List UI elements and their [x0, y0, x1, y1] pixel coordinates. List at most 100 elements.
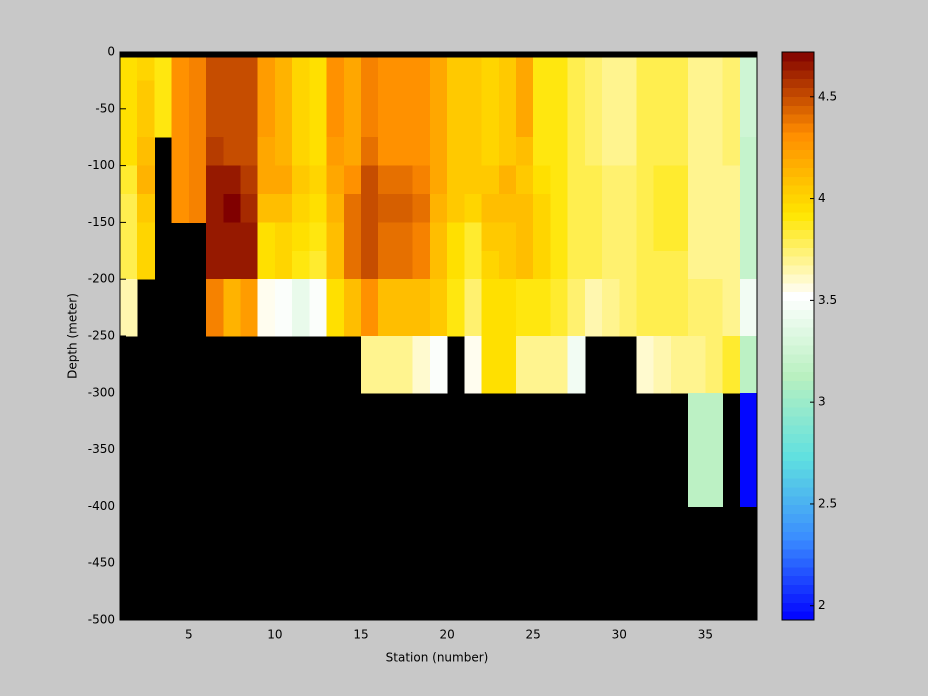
heatmap-cell	[412, 57, 431, 81]
heatmap-cell	[498, 80, 517, 110]
heatmap-cell	[481, 336, 500, 394]
heatmap-cell	[171, 108, 190, 138]
x-tick-label: 5	[185, 628, 193, 642]
heatmap-cell	[567, 222, 586, 252]
heatmap-cell	[739, 279, 758, 337]
colorbar-swatch	[782, 398, 814, 408]
heatmap-cell	[292, 250, 310, 280]
heatmap-cell	[498, 222, 517, 252]
heatmap-cell	[120, 57, 138, 81]
heatmap-cell	[602, 250, 620, 280]
heatmap-cell	[206, 80, 224, 110]
heatmap-cell	[429, 336, 448, 394]
heatmap-cell	[705, 392, 724, 507]
heatmap-cell	[326, 108, 345, 138]
colorbar-swatch	[782, 566, 814, 577]
heatmap-cell	[343, 279, 362, 337]
colorbar-swatch	[782, 220, 814, 230]
colorbar-swatch	[782, 300, 814, 310]
colorbar-swatch	[782, 353, 814, 364]
colorbar-swatch	[782, 123, 814, 133]
heatmap-cell	[550, 279, 569, 337]
colorbar-swatch	[782, 557, 814, 568]
colorbar-swatch	[782, 513, 814, 523]
heatmap-cell	[326, 250, 345, 280]
colorbar-swatch	[782, 593, 814, 603]
heatmap-cell	[274, 80, 293, 110]
colorbar-swatch	[782, 202, 814, 213]
heatmap-cell	[429, 80, 448, 110]
heatmap-cell	[206, 108, 224, 138]
colorbar-swatch	[782, 309, 814, 319]
heatmap-cell	[240, 57, 259, 81]
colorbar-swatch	[782, 504, 814, 514]
heatmap-cell	[378, 165, 396, 195]
heatmap-cell	[653, 336, 672, 394]
heatmap-cell	[567, 250, 586, 280]
heatmap-cell	[292, 279, 310, 337]
heatmap-cell	[550, 165, 569, 195]
heatmap-cell	[120, 279, 138, 337]
heatmap-cell	[584, 194, 603, 223]
heatmap-cell	[223, 137, 242, 167]
heatmap-cell	[464, 80, 483, 110]
colorbar-swatch	[782, 540, 814, 550]
heatmap-cell	[722, 194, 741, 223]
heatmap-cell	[343, 250, 362, 280]
colorbar-swatch	[782, 273, 814, 284]
heatmap-cell	[188, 108, 207, 138]
heatmap-cell	[292, 80, 310, 110]
heatmap-cell	[515, 279, 534, 337]
heatmap-cell	[240, 279, 259, 337]
heatmap-cell	[464, 137, 483, 167]
heatmap-cell	[688, 194, 706, 223]
heatmap-cell	[447, 279, 465, 337]
heatmap-cell	[171, 165, 190, 195]
colorbar-swatch	[782, 531, 814, 541]
heatmap-cell	[343, 165, 362, 195]
heatmap-cell	[653, 57, 672, 81]
x-tick-label: 35	[698, 628, 713, 642]
colorbar-swatch	[782, 131, 814, 142]
colorbar-swatch	[782, 442, 814, 452]
heatmap-cell	[688, 137, 706, 167]
heatmap-cell	[188, 57, 207, 81]
heatmap-cell	[206, 57, 224, 81]
heatmap-cell	[223, 194, 242, 223]
colorbar-swatch	[782, 469, 814, 479]
heatmap-cell	[636, 250, 655, 280]
colorbar-swatch	[782, 584, 814, 594]
heatmap-cell	[739, 336, 758, 394]
heatmap-cell	[481, 250, 500, 280]
heatmap-cell	[257, 279, 276, 337]
heatmap-cell	[584, 108, 603, 138]
heatmap-cell	[739, 108, 758, 138]
heatmap-cell	[636, 336, 655, 394]
heatmap-cell	[464, 194, 483, 223]
colorbar-swatch	[782, 256, 814, 266]
heatmap-cell	[533, 194, 551, 223]
heatmap-cell	[274, 137, 293, 167]
heatmap-cell	[378, 108, 396, 138]
heatmap-cell	[412, 80, 431, 110]
heatmap-cell	[223, 57, 242, 81]
heatmap-cell	[464, 108, 483, 138]
heatmap-cell	[567, 336, 586, 394]
colorbar-swatch	[782, 87, 814, 97]
heatmap-cell	[602, 80, 620, 110]
heatmap-cell	[447, 137, 465, 167]
heatmap-cell	[171, 57, 190, 81]
colorbar-tick-label: 4.5	[818, 89, 837, 103]
colorbar-swatch	[782, 229, 814, 239]
heatmap-cell	[619, 165, 637, 195]
heatmap-cell	[602, 279, 620, 337]
heatmap-cell	[619, 279, 637, 337]
heatmap-cell	[722, 336, 741, 394]
y-axis-label: Depth (meter)	[66, 293, 80, 379]
heatmap-cell	[326, 57, 345, 81]
heatmap-cell	[343, 194, 362, 223]
heatmap-cell	[343, 108, 362, 138]
colorbar-swatch	[782, 362, 814, 372]
heatmap-cell	[567, 165, 586, 195]
heatmap-cell	[515, 57, 534, 81]
